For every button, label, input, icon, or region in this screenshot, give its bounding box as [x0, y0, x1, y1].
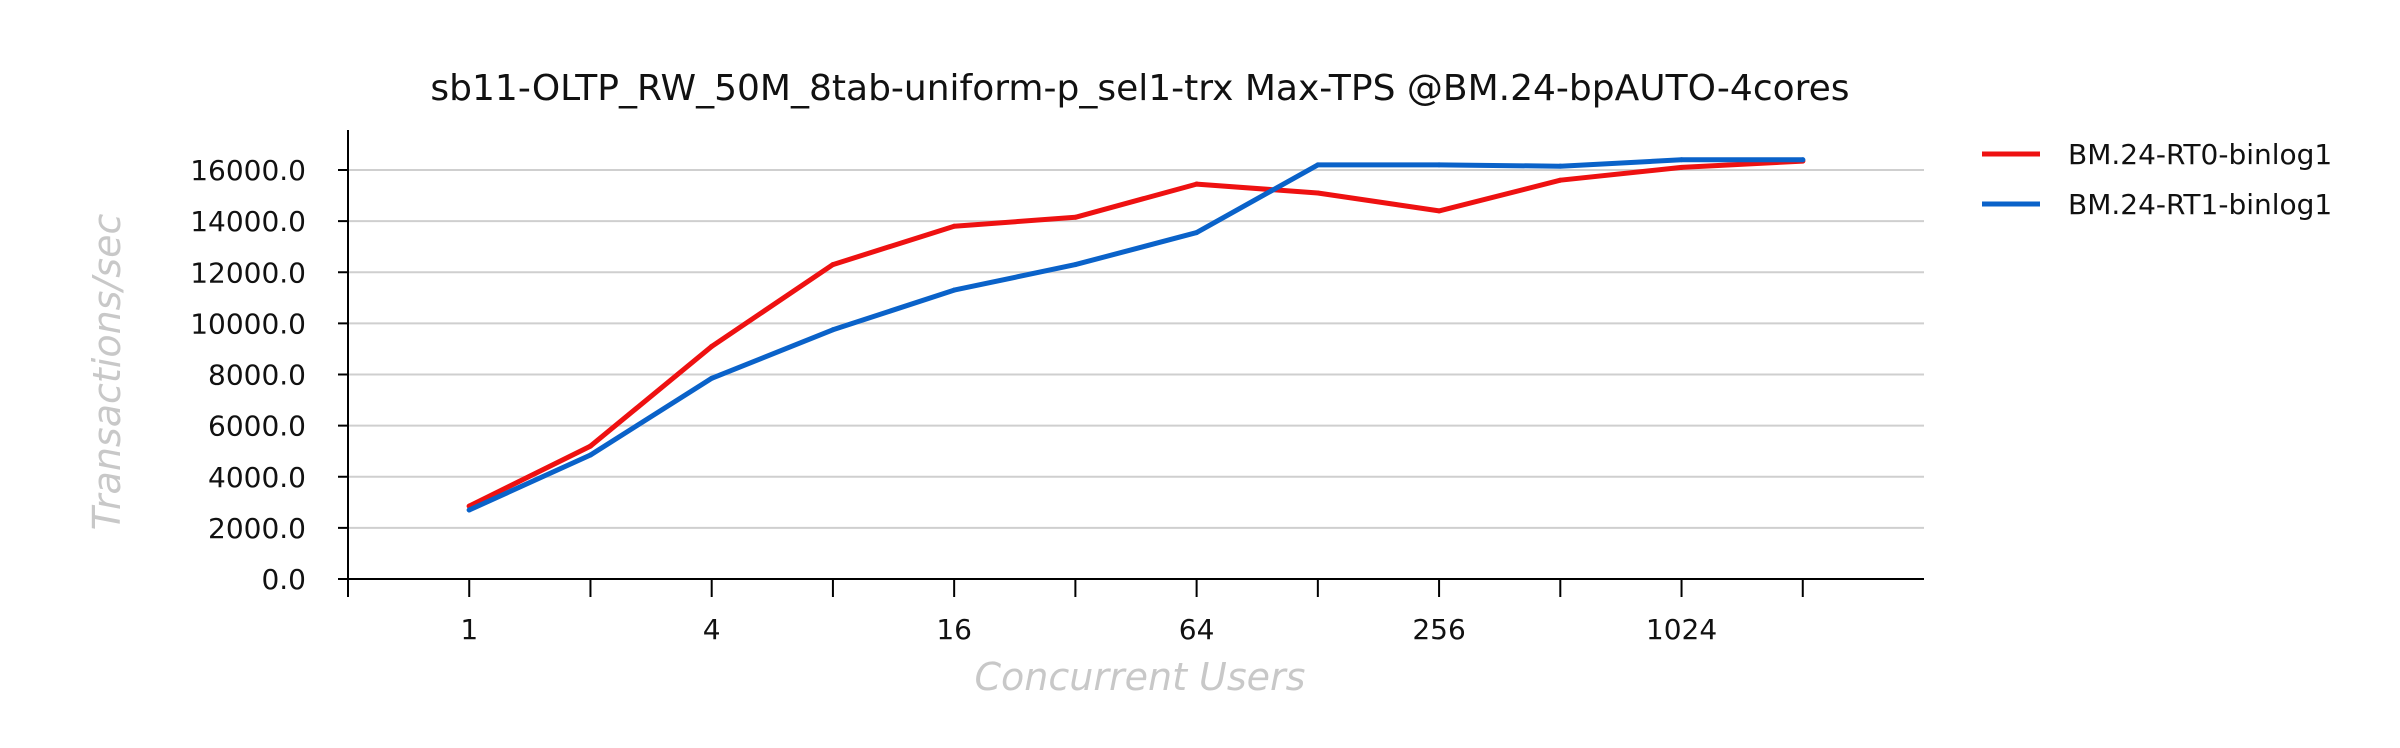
legend: BM.24-RT0-binlog1 BM.24-RT1-binlog1	[1982, 138, 2332, 221]
series-lines	[466, 157, 1806, 513]
series-line-1	[466, 158, 1806, 509]
data-point	[1072, 262, 1078, 268]
data-point	[587, 443, 593, 449]
series-line-2	[466, 157, 1806, 513]
data-point	[1679, 164, 1685, 170]
data-point	[1315, 162, 1321, 168]
data-point	[830, 262, 836, 268]
grid-lines	[348, 169, 1924, 529]
data-point	[1194, 181, 1200, 187]
y-tick-label: 8000.0	[208, 359, 306, 392]
data-point	[1679, 157, 1685, 163]
data-point	[951, 287, 957, 293]
data-point	[1315, 190, 1321, 196]
chart-title: sb11-OLTP_RW_50M_8tab-uniform-p_sel1-trx…	[430, 68, 1849, 109]
data-point	[587, 452, 593, 458]
data-point	[1557, 163, 1563, 169]
y-tick-label: 14000.0	[190, 205, 306, 238]
data-point	[1800, 157, 1806, 163]
data-point	[1194, 230, 1200, 236]
y-tick-label: 6000.0	[208, 410, 306, 443]
x-axis-label: Concurrent Users	[975, 655, 1306, 699]
data-point	[709, 375, 715, 381]
x-tick-label: 4	[703, 613, 721, 646]
legend-label-1: BM.24-RT0-binlog1	[2068, 138, 2332, 171]
y-tick-label: 16000.0	[190, 154, 306, 187]
x-tick-label: 256	[1412, 613, 1465, 646]
x-tick-label: 64	[1179, 613, 1215, 646]
data-point	[1436, 208, 1442, 214]
x-tick-label: 16	[936, 613, 972, 646]
x-tick-label: 1024	[1646, 613, 1717, 646]
x-tick-label: 1	[460, 613, 478, 646]
legend-label-2: BM.24-RT1-binlog1	[2068, 188, 2332, 221]
data-point	[466, 507, 472, 513]
data-point	[951, 223, 957, 229]
data-point	[1436, 162, 1442, 168]
y-tick-label: 2000.0	[208, 512, 306, 545]
data-point	[1072, 214, 1078, 220]
y-tick-label: 4000.0	[208, 461, 306, 494]
data-point	[1557, 177, 1563, 183]
y-axis-label: Transactions/sec	[85, 214, 129, 531]
y-tick-label: 12000.0	[190, 256, 306, 289]
data-point	[709, 343, 715, 349]
data-point	[830, 327, 836, 333]
axes: 0.0 2000.0 4000.0 6000.0 8000.0 10000.0 12000.…	[190, 130, 1924, 646]
y-tick-label: 0.0	[261, 563, 306, 596]
y-tick-label: 10000.0	[190, 307, 306, 340]
